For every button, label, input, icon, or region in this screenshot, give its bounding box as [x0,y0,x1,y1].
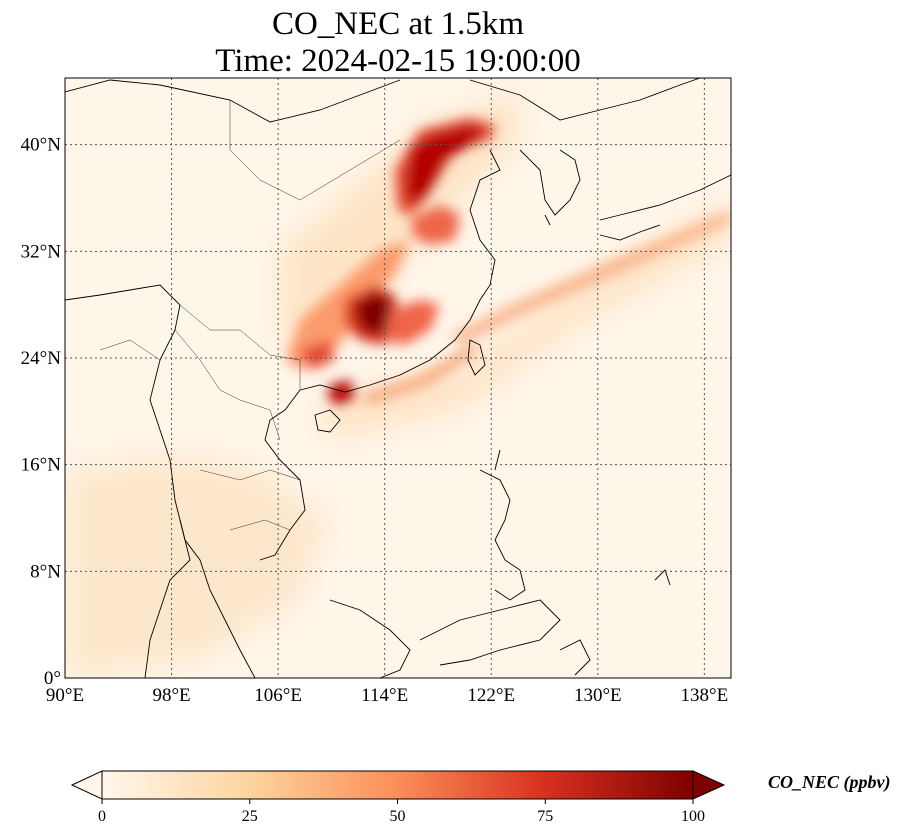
colorbar-tick-label: 100 [681,808,705,825]
lon-tick-label: 130°E [574,685,622,706]
lon-tick-labels: 90°E 98°E 106°E 114°E 122°E 130°E 138°E [46,685,728,706]
colorbar-tick-label: 75 [537,808,553,825]
colorbar-tick-label: 25 [242,808,258,825]
coastlines [65,78,731,678]
colorbar-extend-max [692,770,726,800]
lon-tick-label: 138°E [681,685,729,706]
lat-tick-label: 0° [44,668,61,689]
lat-tick-label: 32°N [21,241,62,262]
lon-tick-label: 106°E [254,685,302,706]
lat-tick-label: 40°N [21,135,62,156]
lon-tick-label: 98°E [152,685,190,706]
lon-tick-label: 114°E [361,685,408,706]
colorbar-extend-min [70,770,103,800]
map-title-line1: CO_NEC at 1.5km [271,6,525,42]
colorbar-tick-label: 0 [98,808,106,825]
colorbar: 0 25 50 75 100 [70,770,726,825]
map-frame [64,77,732,679]
lat-tick-label: 16°N [21,455,62,476]
lat-tick-label: 24°N [21,348,62,369]
colorbar-label: CO_NEC (ppbv) [768,772,891,792]
colorbar-bar [101,770,694,800]
map-title-line2: Time: 2024-02-15 19:00:00 [215,43,581,79]
lat-tick-labels: 0° 8°N 16°N 24°N 32°N 40°N [21,135,62,689]
country-borders [99,100,401,531]
outflow-band [360,210,731,405]
plume-layer [285,118,495,405]
gridlines [65,78,731,678]
map-panel [65,78,731,678]
lon-tick-label: 122°E [467,685,515,706]
colorbar-ticks: 0 25 50 75 100 [98,799,705,825]
lon-tick-label: 90°E [46,685,84,706]
colorbar-tick-label: 50 [390,808,406,825]
lat-tick-label: 8°N [30,561,61,582]
